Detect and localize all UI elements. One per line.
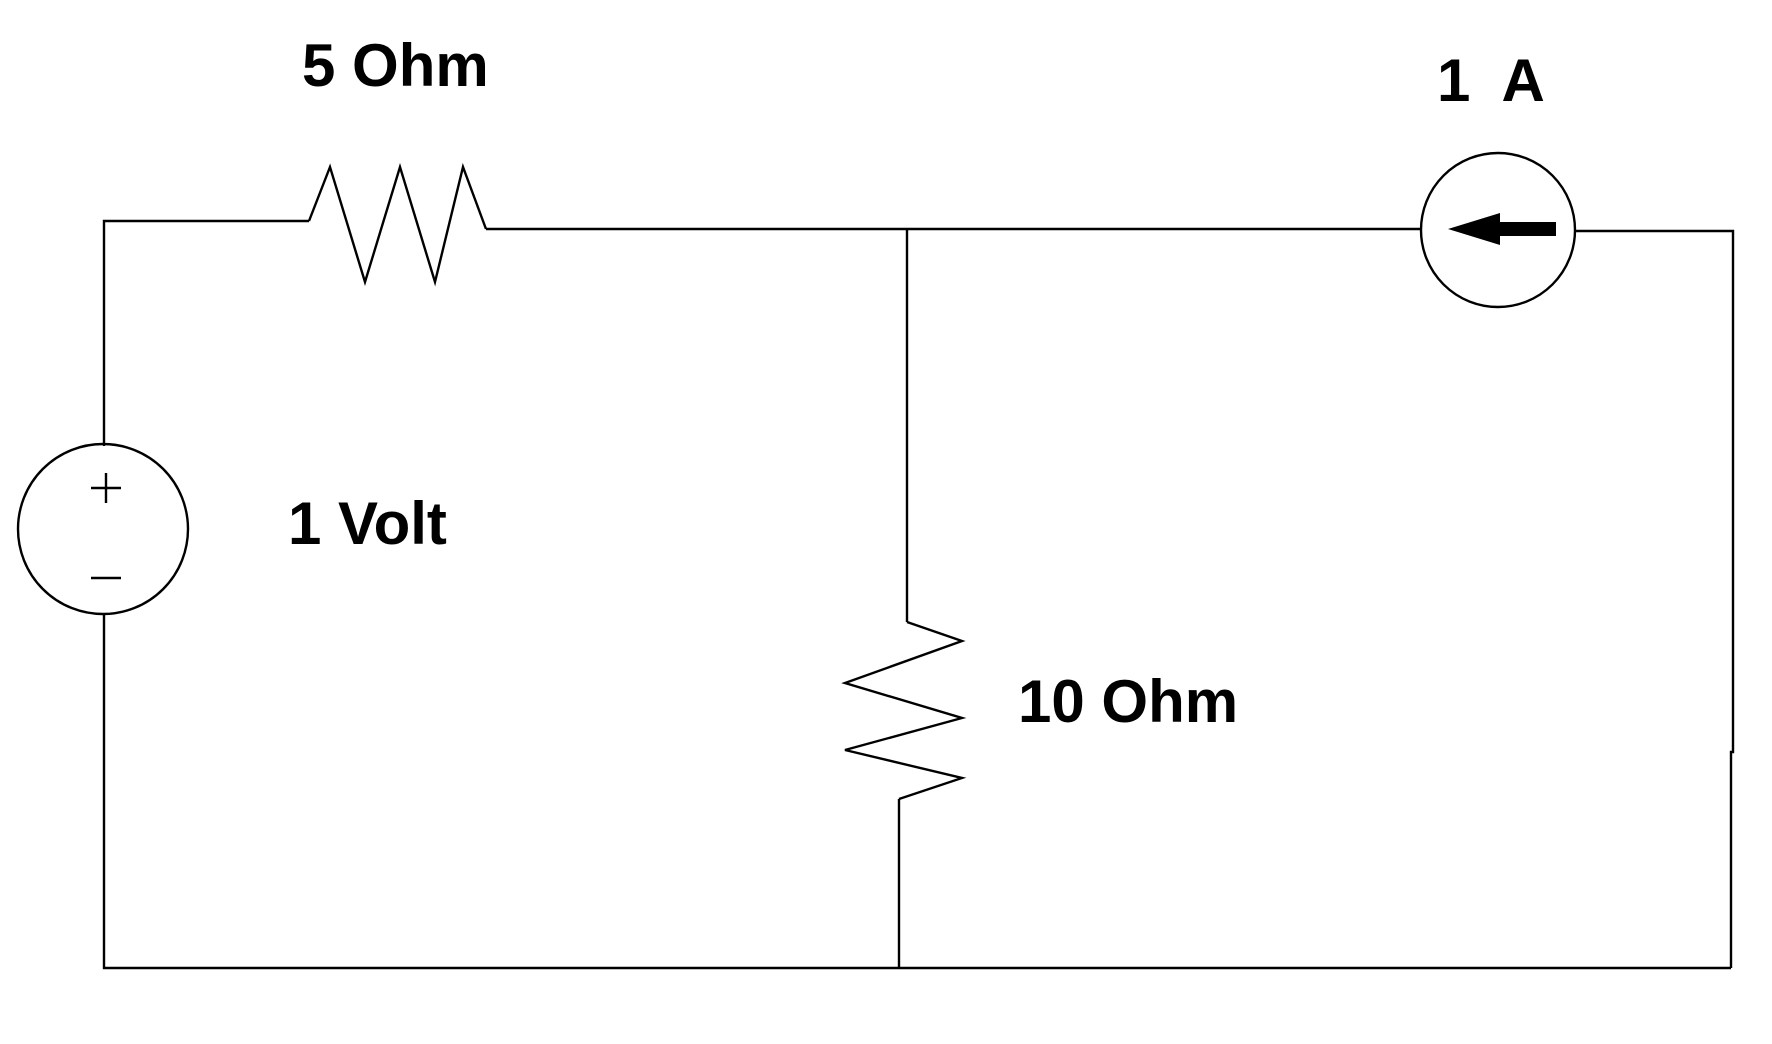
label-1-amp: 1 A (1437, 47, 1545, 114)
resistor-10-ohm (841, 620, 967, 801)
wire-right (1575, 229, 1735, 968)
label-1-volt: 1 Volt (288, 490, 447, 557)
label-5-ohm: 5 Ohm (302, 32, 489, 99)
label-10-ohm: 10 Ohm (1018, 668, 1238, 735)
resistor-5-ohm (307, 162, 488, 287)
wire-left-top (102, 219, 309, 446)
current-direction-arrow-icon (1448, 213, 1556, 245)
plus-sign-icon (91, 473, 121, 503)
wire-bottom (102, 613, 1731, 970)
voltage-source (16, 442, 190, 616)
